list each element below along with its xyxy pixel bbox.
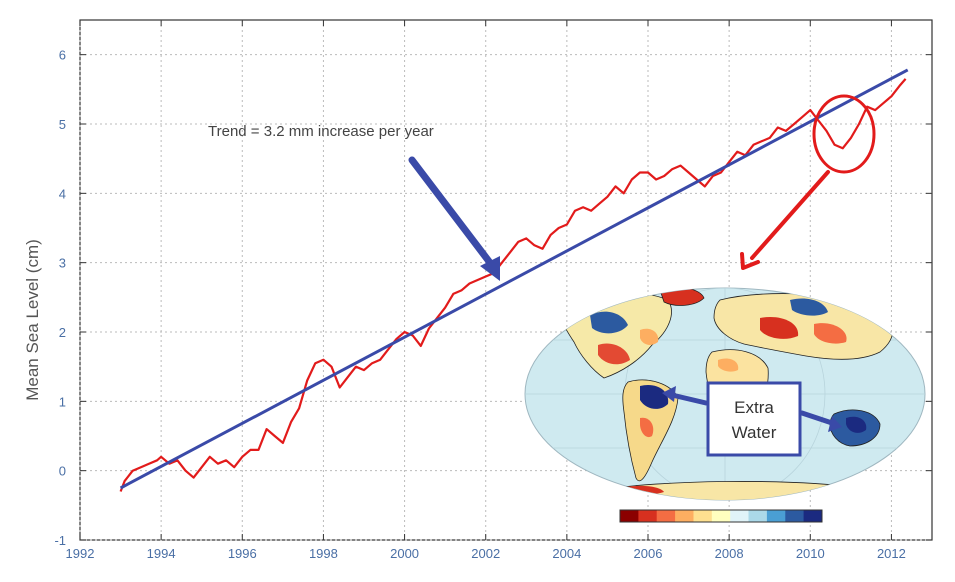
extra-water-arrow-left [662, 386, 709, 406]
x-tick-label: 2004 [552, 546, 581, 561]
y-tick-label: 3 [59, 256, 66, 271]
colorbar [619, 509, 823, 523]
sea-level-series [119, 78, 907, 492]
map-sa-wet [640, 384, 669, 409]
y-tick-label: 4 [59, 186, 66, 201]
y-tick-label: 5 [59, 117, 66, 132]
y-tick-label: 6 [59, 48, 66, 63]
trend-arrow [408, 156, 500, 281]
colorbar-swatch [620, 510, 639, 522]
y-tick-label: 0 [59, 464, 66, 479]
y-axis-label: Mean Sea Level (cm) [23, 239, 42, 401]
y-tick-label: 2 [59, 325, 66, 340]
x-tick-label: 2002 [471, 546, 500, 561]
map-asia-dry-2 [814, 323, 847, 344]
colorbar-swatch [730, 510, 750, 522]
extra-water-arrow-right [799, 410, 842, 432]
x-tick-label: 2006 [634, 546, 663, 561]
trend-annotation: Trend = 3.2 mm increase per year [208, 123, 434, 140]
inset-map: Extra Water [524, 287, 926, 523]
map-asia-wet [790, 298, 828, 316]
map-na-wet [590, 311, 628, 334]
extra-water-box [706, 381, 802, 457]
axis-ticks [79, 20, 932, 541]
x-tick-label: 1996 [228, 546, 257, 561]
y-tick-label: 1 [59, 394, 66, 409]
x-tick-label: 2008 [715, 546, 744, 561]
x-tick-label: 1998 [309, 546, 338, 561]
extra-water-line1: Extra [734, 398, 774, 417]
highlight-circle [812, 94, 876, 174]
colorbar-swatch [711, 510, 731, 522]
map-africa-dry [718, 358, 739, 372]
x-tick-label: 2010 [796, 546, 825, 561]
tick-labels: 1992 1994 1996 1998 2000 2002 2004 2006 2008 2010… [54, 48, 905, 561]
x-tick-label: 1994 [147, 546, 176, 561]
colorbar-swatch [766, 510, 786, 522]
map-na-dry [598, 343, 630, 365]
map-sa-dry [640, 417, 654, 438]
colorbar-frame [619, 509, 823, 523]
extra-water-line2: Water [732, 423, 777, 442]
x-tick-label: 2012 [877, 546, 906, 561]
colorbar-swatch [785, 510, 805, 522]
series-group [119, 68, 909, 492]
y-tick-label: -1 [54, 533, 66, 548]
map-asia-dry [760, 316, 799, 339]
colorbar-swatch [803, 510, 823, 522]
colorbar-swatch [693, 510, 713, 522]
map-australia-core [846, 416, 867, 433]
colorbar-swatch [675, 510, 694, 522]
highlight-arrow [740, 170, 830, 270]
x-tick-label: 2000 [390, 546, 419, 561]
colorbar-swatch [748, 510, 768, 522]
x-tick-label: 1992 [66, 546, 95, 561]
colorbar-swatch [656, 510, 676, 522]
map-na-dry-2 [640, 328, 659, 345]
trend-line-series [119, 68, 909, 490]
colorbar-swatch [638, 510, 658, 522]
